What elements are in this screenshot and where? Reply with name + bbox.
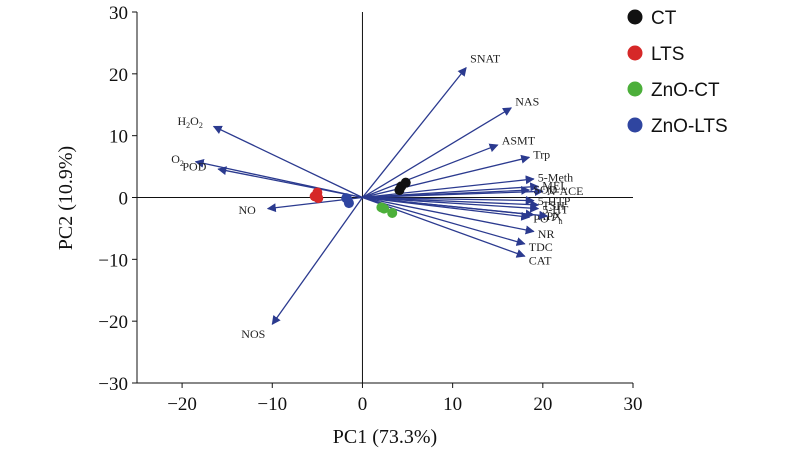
- legend-label: LTS: [651, 44, 684, 65]
- axes-layer: −20 −10 0 10 20 30 −30 −20 −10 0 10 20 30: [98, 3, 642, 415]
- legend: CT LTS ZnO-CT ZnO-LTS: [627, 8, 728, 137]
- loading-arrow: [362, 107, 513, 199]
- legend-marker: [627, 117, 643, 133]
- y-tick-label: 0: [119, 189, 129, 210]
- loading-label: O2: [171, 152, 184, 168]
- loading-arrow: [362, 196, 526, 258]
- loading-label: Pn: [550, 210, 562, 226]
- score-point: [394, 185, 405, 196]
- loading-arrow: [362, 196, 549, 220]
- loading-label: 5-HTP: [538, 194, 571, 208]
- loading-arrow: [362, 196, 526, 246]
- loading-label: TDC: [529, 240, 553, 254]
- loading-label: NO: [239, 203, 257, 217]
- score-point: [376, 202, 387, 213]
- x-tick-label: 20: [533, 394, 552, 415]
- loading-arrow: [362, 196, 540, 213]
- loading-arrow: [361, 66, 467, 198]
- score-point: [341, 193, 352, 204]
- loading-label: SOD: [533, 183, 557, 197]
- loading-arrow: [362, 195, 535, 205]
- y-tick-label: −10: [98, 250, 128, 271]
- score-point: [387, 207, 398, 218]
- loading-label: PO: [533, 212, 549, 226]
- loading-arrow: [362, 175, 535, 199]
- y-tick-label: 20: [109, 65, 128, 86]
- x-tick-label: 30: [624, 394, 643, 415]
- y-tick-label: 30: [109, 3, 128, 24]
- legend-marker: [627, 45, 643, 61]
- loading-label: N-ACE: [547, 184, 584, 198]
- loading-arrow: [217, 166, 363, 199]
- loading-label: 5-Meth: [538, 171, 573, 185]
- loading-label: CAT: [529, 253, 552, 267]
- x-tick-label: −20: [167, 394, 197, 415]
- x-axis-title: PC1 (73.3%): [333, 426, 437, 448]
- loading-arrow: [212, 125, 363, 199]
- loading-label: NR: [538, 227, 555, 241]
- loading-label: Trp: [533, 147, 550, 161]
- x-tick-label: −10: [257, 394, 287, 415]
- loading-arrow: [362, 154, 531, 199]
- loading-arrow: [271, 197, 363, 325]
- y-tick-label: 10: [109, 127, 128, 148]
- loading-label: SNAT: [470, 51, 501, 65]
- legend-marker: [627, 9, 643, 25]
- y-axis-title: PC2 (10.9%): [55, 146, 77, 250]
- loading-label: NOS: [241, 327, 265, 341]
- loading-label: NAS: [515, 95, 539, 109]
- x-tick-label: 0: [358, 394, 368, 415]
- loading-arrow: [362, 143, 499, 199]
- loading-label: MEL: [542, 179, 567, 193]
- loading-arrow: [362, 185, 531, 199]
- legend-label: CT: [651, 8, 677, 29]
- loading-label: POD: [182, 160, 206, 174]
- score-point: [400, 177, 411, 188]
- y-tick-label: −20: [98, 312, 128, 333]
- loading-arrow: [362, 196, 535, 235]
- loading-label: TSH: [542, 198, 565, 212]
- x-tick-label: 10: [443, 394, 462, 415]
- legend-label: ZnO-LTS: [651, 116, 728, 137]
- score-point: [313, 193, 324, 204]
- legend-label: ZnO-CT: [651, 80, 720, 101]
- y-tick-label: −30: [98, 374, 128, 395]
- loading-label: H2O2: [177, 114, 202, 130]
- loading-label: ASMT: [502, 134, 536, 148]
- loading-label: 5-HT: [542, 202, 569, 216]
- legend-marker: [627, 81, 643, 97]
- score-points: [309, 177, 411, 218]
